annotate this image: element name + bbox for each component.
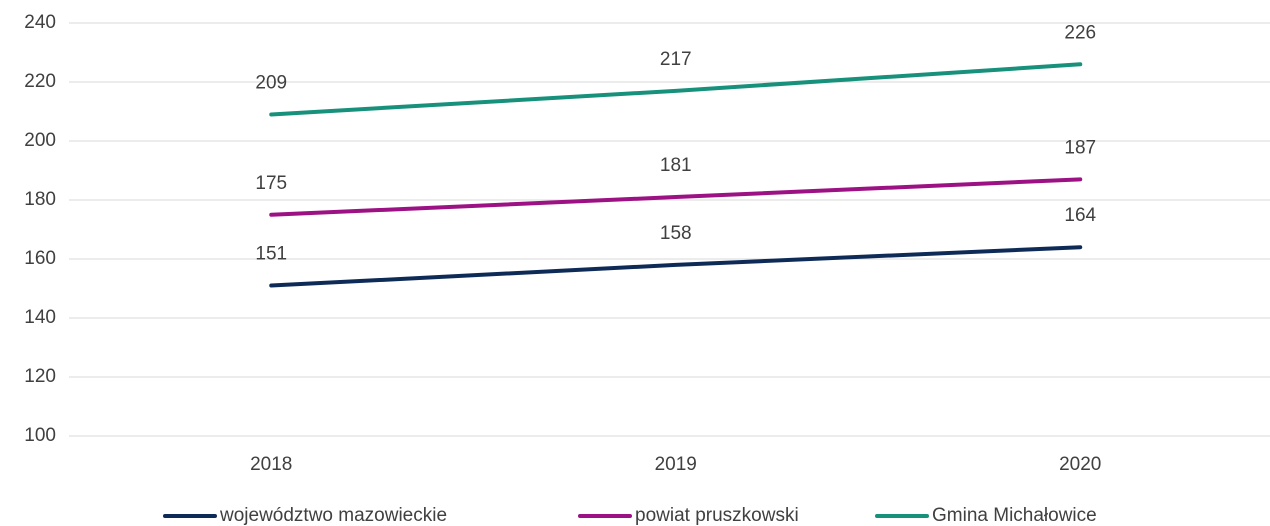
data-label: 187 bbox=[1064, 137, 1096, 158]
y-tick-label: 100 bbox=[24, 425, 56, 446]
y-tick-label: 160 bbox=[24, 248, 56, 269]
series-line bbox=[269, 245, 1083, 288]
data-label: 217 bbox=[660, 49, 692, 70]
legend-label: Gmina Michałowice bbox=[932, 505, 1097, 526]
data-label: 164 bbox=[1064, 205, 1096, 226]
series-line bbox=[269, 62, 1083, 117]
data-label: 226 bbox=[1064, 22, 1096, 43]
data-label: 151 bbox=[255, 244, 287, 265]
y-tick-label: 200 bbox=[24, 130, 56, 151]
data-label: 175 bbox=[255, 173, 287, 194]
y-tick-label: 180 bbox=[24, 189, 56, 210]
x-tick-label: 2020 bbox=[1059, 454, 1101, 475]
series-line bbox=[269, 177, 1083, 217]
y-tick-label: 220 bbox=[24, 71, 56, 92]
y-tick-label: 140 bbox=[24, 307, 56, 328]
data-label: 158 bbox=[660, 223, 692, 244]
y-tick-label: 240 bbox=[24, 12, 56, 33]
legend-label: powiat pruszkowski bbox=[635, 505, 799, 526]
y-tick-label: 120 bbox=[24, 366, 56, 387]
legend-label: województwo mazowieckie bbox=[219, 505, 447, 526]
x-tick-label: 2018 bbox=[250, 454, 292, 475]
data-label: 181 bbox=[660, 155, 692, 176]
data-label: 209 bbox=[255, 72, 287, 93]
x-tick-label: 2019 bbox=[655, 454, 697, 475]
